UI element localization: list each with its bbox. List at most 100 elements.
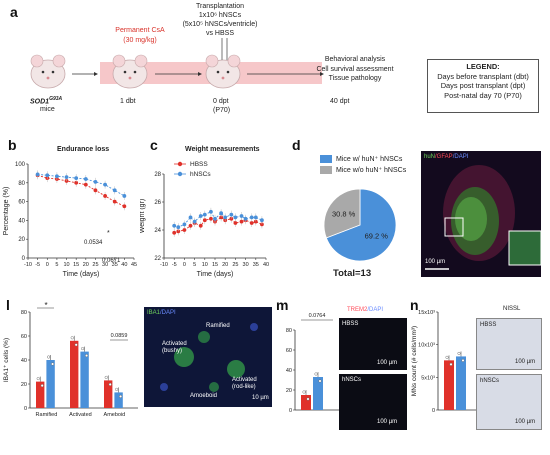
legend-swatch-with — [320, 155, 332, 163]
transplant-line: Transplantation — [196, 3, 244, 10]
data-dot — [36, 377, 40, 381]
timepoint-40dpt: 40 dpt — [330, 98, 350, 105]
panel-c-letter: c — [150, 137, 158, 153]
data-point — [260, 222, 264, 227]
scale-bar-label: 100 µm — [425, 259, 446, 265]
iba1-micrograph — [160, 323, 258, 392]
data-dot — [40, 384, 44, 388]
data-point — [188, 215, 193, 220]
bar — [114, 392, 123, 408]
treatment-dose: (30 mg/kg) — [123, 37, 157, 44]
mouse-icon — [112, 54, 148, 89]
scale-bar-label: 100 µm — [377, 419, 398, 425]
x-tick-label: 5 — [55, 262, 58, 268]
legend-item: Post-natal day 70 (P70) — [444, 90, 522, 100]
annotation-ramified: Ramified — [206, 323, 230, 329]
data-dot — [119, 394, 123, 398]
data-dot — [318, 379, 322, 383]
data-dot — [85, 354, 89, 358]
nissl-label: NISSL — [503, 306, 521, 312]
data-point — [64, 175, 69, 180]
annotation-amoeboid: Amoeboid — [190, 393, 218, 399]
data-point — [249, 215, 254, 220]
data-point — [192, 219, 197, 224]
x-tick-label: -10 — [160, 262, 168, 268]
mouse-model-label: SOD1G93A — [30, 96, 62, 105]
y-tick-label: 80 — [286, 328, 292, 334]
data-point — [239, 219, 244, 224]
trem2-stain-label: TREM2/DAPI — [347, 307, 383, 313]
stain-trem2: TREM2 — [347, 307, 368, 313]
data-point — [83, 182, 88, 187]
data-dot — [74, 343, 78, 347]
hun-gfap-micrograph — [425, 165, 542, 270]
panel-d-letter: d — [292, 137, 301, 153]
bar — [301, 395, 311, 410]
data-point — [229, 212, 234, 217]
panel-a-letter: a — [10, 4, 18, 20]
y-tick-label: 0 — [22, 256, 26, 262]
x-tick-label: 15 — [212, 262, 218, 268]
outcome-item: Tissue pathology — [328, 75, 382, 82]
data-point — [83, 177, 88, 181]
y-tick-label: 22 — [154, 256, 161, 262]
x-tick-label: 15 — [73, 262, 79, 268]
trem2-image-hnscs: hNSCs 100 µm — [339, 374, 407, 430]
x-tick-label: -5 — [35, 262, 40, 268]
pie-value-label: 69.2 % — [365, 232, 389, 241]
data-point — [229, 216, 234, 221]
data-point — [239, 214, 244, 218]
data-point — [260, 218, 264, 223]
x-tick-label: 0 — [46, 262, 49, 268]
y-axis-label: MNs count (# cells/mm³) — [411, 326, 418, 396]
mouse-model-sup: G93A — [49, 96, 63, 102]
data-point — [74, 176, 79, 180]
legend-box: LEGEND: Days before transplant (dbt) Day… — [427, 59, 539, 113]
panel-b-letter: b — [8, 137, 17, 153]
y-tick-label: 0 — [24, 406, 27, 412]
panel-n-letter: n — [410, 297, 419, 313]
y-tick-label: 60 — [18, 200, 25, 206]
y-tick-label: 80 — [21, 310, 27, 316]
data-point — [243, 216, 248, 221]
data-point — [93, 179, 98, 184]
transplant-text: Transplantation 1x10⁶ hNSCs (5x10⁵ hNSCs… — [178, 2, 262, 38]
y-tick-label: 100 — [15, 162, 26, 168]
data-point — [213, 216, 217, 221]
legend-label: hNSCs — [190, 171, 211, 178]
data-point — [172, 230, 177, 235]
legend-swatch-without — [320, 166, 332, 174]
data-point — [182, 222, 187, 227]
treatment-label: Permanent CsA — [115, 27, 165, 34]
x-axis-label: Time (days) — [197, 271, 234, 278]
bar — [444, 360, 454, 410]
nissl-image-hnscs: hNSCs 100 µm — [476, 374, 542, 430]
x-tick-label: 30 — [243, 262, 249, 268]
significance-star: * — [107, 230, 110, 237]
data-point — [74, 180, 79, 185]
legend-item: Days before transplant (dbt) — [437, 71, 529, 81]
data-point — [93, 188, 98, 193]
y-tick-label: 60 — [286, 348, 292, 354]
y-tick-label: 28 — [154, 172, 161, 178]
data-point — [55, 174, 59, 179]
image-tag-hnscs: hNSCs — [480, 378, 500, 384]
legend-title: LEGEND: — [466, 62, 500, 71]
bar — [104, 380, 113, 408]
data-dot — [457, 351, 461, 355]
scale-bar-label: 100 µm — [515, 359, 536, 365]
data-point — [35, 172, 40, 177]
y-tick-label: 24 — [154, 228, 161, 234]
hun-stain-label: huN/GFAP/DAPI — [424, 154, 468, 160]
series-line — [174, 211, 263, 228]
data-point — [202, 218, 207, 223]
data-point — [209, 216, 213, 221]
y-tick-label: 5x10³ — [421, 375, 435, 381]
x-axis-label: Time (days) — [63, 271, 100, 278]
y-tick-label: 26 — [154, 200, 161, 206]
pie-value-label: 30.8 % — [332, 209, 356, 218]
transplant-line: (5x10⁵ hNSCs/ventricle) — [182, 21, 258, 28]
data-point — [103, 194, 107, 198]
x-tick-label: Ramified — [36, 412, 58, 418]
data-dot — [461, 358, 465, 362]
